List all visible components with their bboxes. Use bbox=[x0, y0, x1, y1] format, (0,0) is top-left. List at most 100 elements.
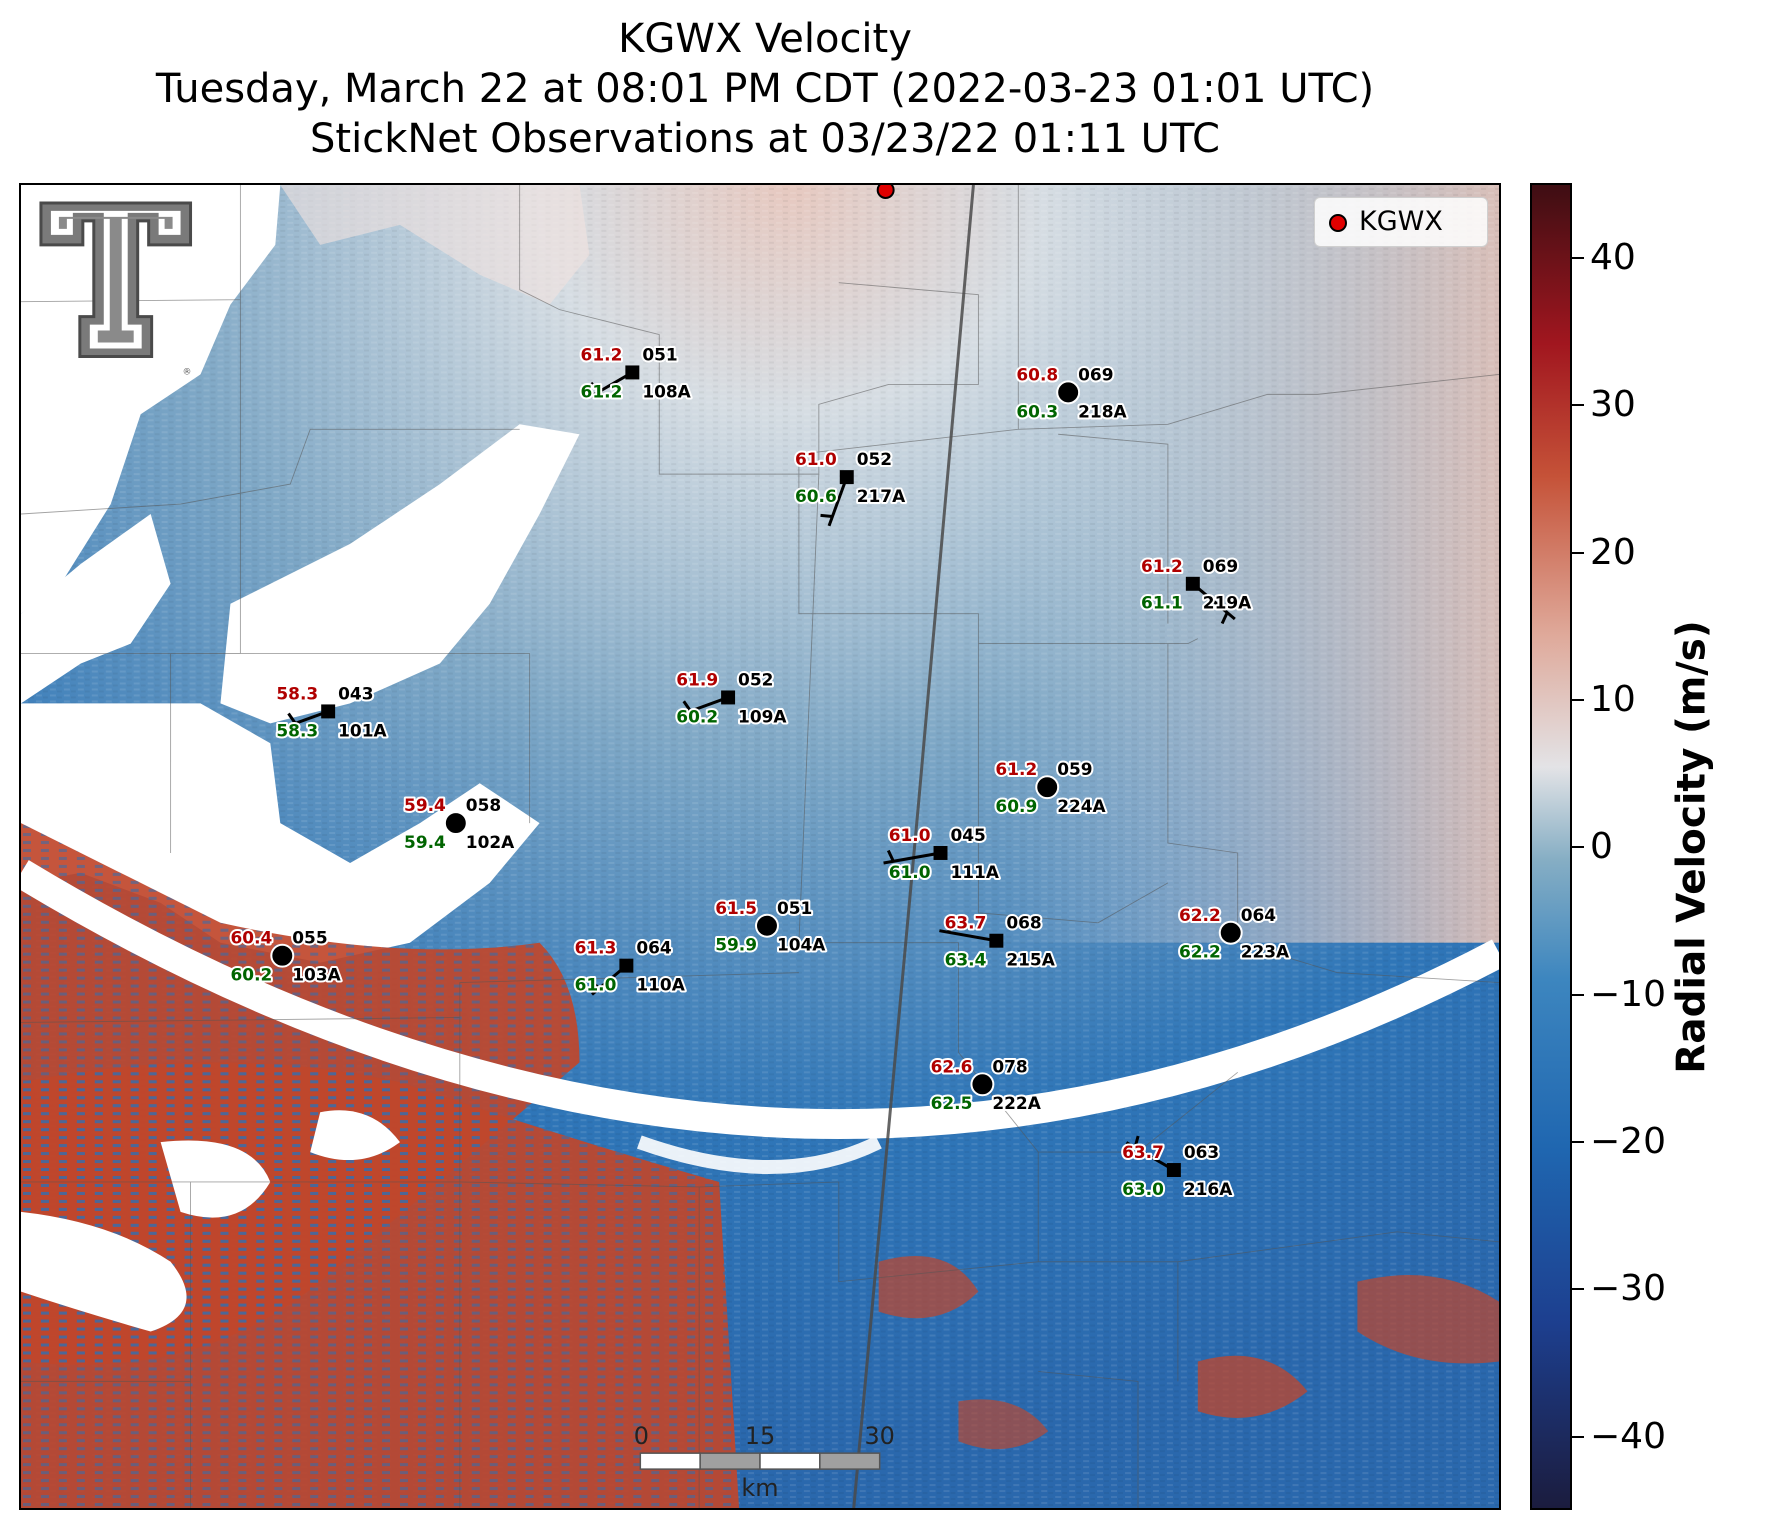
station-marker-217A bbox=[839, 470, 854, 485]
wind-barb-flag-109A bbox=[682, 700, 692, 712]
station-216A[interactable]: 63.7 063 63.0 216A bbox=[1120, 1135, 1235, 1201]
station-wind-dir-216A: 063 bbox=[1184, 1142, 1219, 1162]
colorbar-label-neg30: −30 bbox=[1590, 1268, 1666, 1309]
colorbar-tick-neg10 bbox=[1572, 994, 1584, 996]
colorbar-label-neg40: −40 bbox=[1590, 1416, 1666, 1457]
colorbar-label-neg20: −20 bbox=[1590, 1121, 1666, 1162]
colorbar-tick-0 bbox=[1572, 846, 1584, 848]
station-102A[interactable]: 59.4 058 59.4 102A bbox=[402, 793, 517, 854]
station-223A[interactable]: 62.2 064 62.2 223A bbox=[1177, 903, 1292, 964]
station-110A[interactable]: 61.3 064 61.0 110A bbox=[573, 936, 688, 997]
station-temp-109A: 61.9 bbox=[676, 669, 718, 689]
county-boundaries bbox=[21, 185, 1499, 1508]
station-dewpoint-218A: 60.3 bbox=[1016, 401, 1058, 421]
station-marker-110A bbox=[619, 958, 634, 973]
station-id-218A: 218A bbox=[1078, 401, 1127, 421]
colorbar-tick-neg40 bbox=[1572, 1436, 1584, 1438]
station-217A[interactable]: 61.0 052 60.6 217A bbox=[793, 447, 908, 527]
station-wind-dir-215A: 068 bbox=[1006, 913, 1041, 933]
scale-segment-1 bbox=[639, 1452, 701, 1470]
wind-barb-flag-101A bbox=[287, 712, 297, 725]
station-marker-104A bbox=[755, 913, 779, 938]
scale-segment-4 bbox=[819, 1452, 881, 1470]
station-104A[interactable]: 61.5 051 59.9 104A bbox=[713, 896, 828, 957]
station-id-108A: 108A bbox=[642, 381, 691, 401]
station-wind-dir-218A: 069 bbox=[1078, 364, 1113, 384]
station-dewpoint-108A: 61.2 bbox=[581, 381, 623, 401]
kgwx-radar-marker[interactable] bbox=[876, 185, 895, 199]
station-temp-218A: 60.8 bbox=[1016, 364, 1058, 384]
station-marker-223A bbox=[1218, 920, 1243, 945]
colorbar-label-0: 0 bbox=[1590, 826, 1613, 867]
station-wind-dir-109A: 052 bbox=[738, 669, 773, 689]
station-id-224A: 224A bbox=[1057, 796, 1106, 816]
station-dewpoint-101A: 58.3 bbox=[276, 720, 318, 740]
station-temp-103A: 60.4 bbox=[231, 928, 273, 948]
station-temp-224A: 61.2 bbox=[995, 759, 1037, 779]
station-marker-101A bbox=[321, 704, 336, 719]
station-temp-110A: 61.3 bbox=[575, 938, 617, 958]
station-wind-dir-223A: 064 bbox=[1241, 905, 1276, 925]
station-temp-216A: 63.7 bbox=[1122, 1142, 1164, 1162]
colorbar-label-30: 30 bbox=[1590, 384, 1636, 425]
station-103A[interactable]: 60.4 055 60.2 103A bbox=[229, 926, 344, 987]
station-marker-219A bbox=[1185, 576, 1200, 591]
map-legend: KGWX bbox=[1314, 197, 1488, 247]
station-temp-223A: 62.2 bbox=[1179, 905, 1221, 925]
station-wind-dir-219A: 069 bbox=[1203, 556, 1238, 576]
station-109A[interactable]: 61.9 052 60.2 109A bbox=[674, 667, 789, 728]
station-dewpoint-224A: 60.9 bbox=[995, 796, 1037, 816]
station-224A[interactable]: 61.2 059 60.9 224A bbox=[993, 757, 1108, 818]
wind-barb-flag-215A bbox=[946, 920, 951, 933]
station-id-215A: 215A bbox=[1006, 950, 1055, 970]
station-218A[interactable]: 60.8 069 60.3 218A bbox=[1014, 362, 1129, 423]
colorbar-tick-neg30 bbox=[1572, 1288, 1584, 1290]
scale-label-30: 30 bbox=[864, 1422, 894, 1450]
station-marker-218A bbox=[1056, 380, 1081, 405]
radar-map[interactable]: ® 61.2 051 61.2 108A 60.8 069 60.3 218A 61.0 052 6… bbox=[19, 183, 1501, 1510]
texas-tech-double-t-logo: ® bbox=[39, 201, 193, 377]
scale-segment-3 bbox=[759, 1452, 821, 1470]
station-id-109A: 109A bbox=[738, 706, 787, 726]
state-line bbox=[852, 185, 975, 1508]
station-222A[interactable]: 62.6 078 62.5 222A bbox=[929, 1054, 1044, 1115]
station-219A[interactable]: 61.2 069 61.1 219A bbox=[1139, 554, 1254, 625]
station-temp-215A: 63.7 bbox=[945, 913, 987, 933]
wind-barb-101A bbox=[285, 710, 329, 729]
station-wind-dir-224A: 059 bbox=[1057, 759, 1092, 779]
colorbar-label-10: 10 bbox=[1590, 679, 1636, 720]
station-id-104A: 104A bbox=[777, 935, 826, 955]
title-line-2: Tuesday, March 22 at 08:01 PM CDT (2022-… bbox=[155, 66, 1375, 112]
colorbar-label-40: 40 bbox=[1590, 237, 1636, 278]
station-wind-dir-217A: 052 bbox=[857, 449, 892, 469]
station-temp-102A: 59.4 bbox=[404, 795, 446, 815]
scale-label-0: 0 bbox=[634, 1422, 649, 1450]
station-dewpoint-109A: 60.2 bbox=[676, 706, 718, 726]
station-101A[interactable]: 58.3 043 58.3 101A bbox=[274, 681, 389, 742]
station-111A[interactable]: 61.0 045 61.0 111A bbox=[883, 823, 1002, 884]
station-wind-dir-104A: 051 bbox=[777, 898, 812, 918]
scale-label-15: 15 bbox=[745, 1422, 775, 1450]
station-dewpoint-110A: 61.0 bbox=[575, 975, 617, 995]
scale-unit-label: km bbox=[741, 1474, 778, 1502]
station-temp-217A: 61.0 bbox=[795, 449, 837, 469]
station-wind-dir-110A: 064 bbox=[636, 938, 671, 958]
station-marker-224A bbox=[1035, 775, 1060, 800]
station-108A[interactable]: 61.2 051 61.2 108A bbox=[579, 342, 694, 403]
station-dewpoint-111A: 61.0 bbox=[889, 862, 931, 882]
station-id-110A: 110A bbox=[636, 975, 685, 995]
wind-barb-flag-111A bbox=[886, 849, 895, 862]
station-id-222A: 222A bbox=[992, 1093, 1041, 1113]
colorbar-label-20: 20 bbox=[1590, 532, 1636, 573]
station-wind-dir-103A: 055 bbox=[292, 928, 327, 948]
station-215A[interactable]: 63.7 068 63.4 215A bbox=[939, 911, 1058, 972]
station-marker-216A bbox=[1166, 1163, 1181, 1178]
wind-barb-flag-108A bbox=[590, 381, 601, 393]
station-id-223A: 223A bbox=[1241, 942, 1290, 962]
station-marker-102A bbox=[443, 811, 468, 836]
legend-label-kgwx: KGWX bbox=[1359, 206, 1443, 237]
station-wind-dir-108A: 051 bbox=[642, 344, 677, 364]
station-id-102A: 102A bbox=[466, 832, 515, 852]
colorbar-label-neg10: −10 bbox=[1590, 974, 1666, 1015]
